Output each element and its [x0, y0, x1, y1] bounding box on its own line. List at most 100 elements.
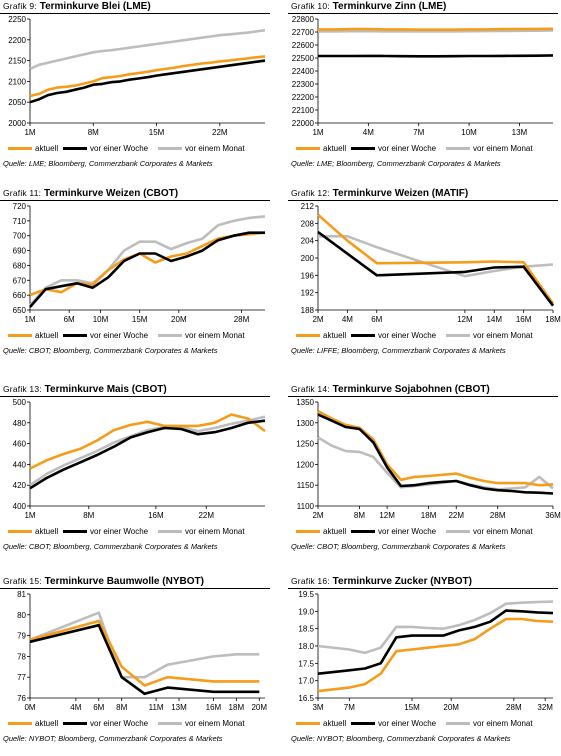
chart-panel: Grafik 10: Terminkurve Zinn (LME) 22000 22…	[288, 1, 558, 181]
legend-item: aktuell	[296, 331, 346, 340]
y-tick-label: 22000	[292, 119, 315, 128]
legend-label: vor einem Monat	[185, 144, 245, 153]
legend-item: aktuell	[8, 331, 58, 340]
y-tick-label: 480	[13, 419, 27, 428]
chart-source: Quelle: CBOT; Bloomberg, Commerzbank Cor…	[291, 542, 506, 551]
x-tick-label: 2M	[312, 511, 323, 520]
chart-number: Grafik 10:	[291, 1, 330, 11]
title-rule	[0, 396, 270, 397]
chart-source: Quelle: LME; Bloomberg, Commerzbank Corp…	[291, 159, 501, 168]
chart-svg: 22000 22100 22200 22300 22400 22500 22600 22700…	[292, 15, 554, 137]
chart-number: Grafik 11:	[3, 188, 42, 198]
title-rule	[288, 13, 558, 14]
y-tick-label: 500	[13, 398, 27, 407]
x-tick-label: 8M	[83, 511, 94, 520]
legend-label: vor einem Monat	[473, 144, 533, 153]
legend-item: aktuell	[296, 527, 346, 536]
legend-item: vor einem Monat	[446, 527, 533, 536]
x-tick-label: 7M	[344, 703, 355, 712]
chart-source: Quelle: CBOT; Bloomberg, Commerzbank Cor…	[3, 346, 218, 355]
y-tick-label: 680	[13, 261, 27, 270]
legend-item: vor einer Woche	[351, 527, 436, 536]
x-tick-label: 22M	[212, 128, 228, 137]
x-tick-label: 18M	[229, 703, 245, 712]
x-tick-label: 6M	[93, 703, 104, 712]
legend-item: vor einer Woche	[351, 331, 436, 340]
legend-item: vor einem Monat	[158, 527, 245, 536]
legend-label: aktuell	[35, 527, 59, 536]
chart-panel: Grafik 13: Terminkurve Mais (CBOT) 400 420…	[0, 384, 270, 564]
title-rule	[288, 588, 558, 589]
y-tick-label: 16.5	[298, 694, 314, 703]
legend-swatch	[158, 530, 182, 534]
legend-label: vor einer Woche	[378, 527, 437, 536]
series-line-vor-einer-woche	[317, 230, 555, 307]
y-tick-label: 2150	[8, 57, 26, 66]
x-tick-label: 20M	[251, 703, 267, 712]
y-tick-label: 710	[13, 217, 27, 226]
legend-item: vor einem Monat	[446, 331, 533, 340]
legend-label: vor einer Woche	[90, 719, 149, 728]
x-tick-label: 3M	[312, 703, 323, 712]
legend-swatch	[158, 722, 182, 726]
legend-swatch	[351, 722, 375, 726]
chart-svg: 16.5 17.0 17.5 18.0 18.5 19.0 19.5 3M 7M 15M 20M 28…	[298, 590, 554, 712]
x-tick-label: 13M	[171, 703, 187, 712]
legend-label: vor einem Monat	[473, 527, 533, 536]
series-line-aktuell	[29, 619, 260, 687]
legend-label: vor einer Woche	[378, 719, 437, 728]
legend-swatch	[63, 722, 87, 726]
x-tick-label: 16M	[148, 511, 164, 520]
chart-svg: 76 77 78 79 80 81 0M 4M 6M 8M 11M 13M 16M 18M 20M	[17, 590, 267, 712]
chart-source: Quelle: NYBOT; Bloomberg, Commerzbank Co…	[3, 734, 223, 743]
legend-label: aktuell	[35, 719, 59, 728]
y-tick-label: 2100	[8, 77, 26, 86]
x-tick-label: 18M	[545, 315, 561, 324]
legend-item: vor einer Woche	[63, 527, 148, 536]
y-tick-label: 208	[301, 219, 315, 228]
chart-title: Grafik 12: Terminkurve Weizen (MATIF)	[291, 188, 468, 199]
y-tick-label: 188	[301, 306, 315, 315]
series-line-vor-einem-monat	[318, 29, 554, 33]
title-rule	[0, 13, 270, 14]
title-rule	[288, 396, 558, 397]
x-tick-label: 10M	[461, 128, 477, 137]
series-line-vor-einer-woche	[29, 623, 260, 696]
x-tick-label: 28M	[506, 703, 522, 712]
y-tick-label: 81	[17, 590, 26, 599]
legend-swatch	[296, 530, 320, 534]
legend-item: vor einer Woche	[351, 144, 436, 153]
legend-swatch	[8, 334, 32, 338]
chart-number: Grafik 16:	[291, 576, 330, 586]
y-tick-label: 17.5	[298, 659, 314, 668]
y-tick-label: 670	[13, 276, 27, 285]
legend-swatch	[63, 334, 87, 338]
x-tick-label: 4M	[70, 703, 81, 712]
title-rule	[288, 200, 558, 201]
y-tick-label: 18.0	[298, 642, 314, 651]
x-tick-label: 18M	[421, 511, 437, 520]
y-tick-label: 22500	[292, 54, 315, 63]
y-tick-label: 2050	[8, 98, 26, 107]
x-tick-label: 28M	[490, 511, 506, 520]
legend-label: vor einem Monat	[185, 527, 245, 536]
y-tick-label: 700	[13, 232, 27, 241]
chart-number: Grafik 13:	[3, 384, 42, 394]
legend-swatch	[351, 147, 375, 151]
legend-label: aktuell	[323, 331, 347, 340]
series-line-vor-einer-woche	[317, 609, 554, 675]
x-tick-label: 0M	[24, 703, 35, 712]
chart-svg: 400 420 440 460 480 500 1M 8M 16M 22M	[13, 398, 266, 520]
chart-svg: 188 192 196 200 204 208 212 2M 4M 6M 12M 14M 16M 18M	[301, 202, 561, 324]
x-tick-label: 20M	[171, 315, 187, 324]
y-tick-label: 192	[301, 289, 315, 298]
series-line-vor-einem-monat	[29, 611, 260, 679]
chart-title-text: Terminkurve Baumwolle (NYBOT)	[44, 576, 204, 587]
x-tick-label: 22M	[448, 511, 464, 520]
chart-panel: Grafik 11: Terminkurve Weizen (CBOT) 650 6…	[0, 188, 270, 368]
x-tick-label: 28M	[234, 315, 250, 324]
x-tick-label: 15M	[404, 703, 420, 712]
legend-label: vor einer Woche	[90, 144, 149, 153]
x-tick-label: 6M	[64, 315, 75, 324]
series-line-vor-einer-woche	[29, 59, 266, 104]
